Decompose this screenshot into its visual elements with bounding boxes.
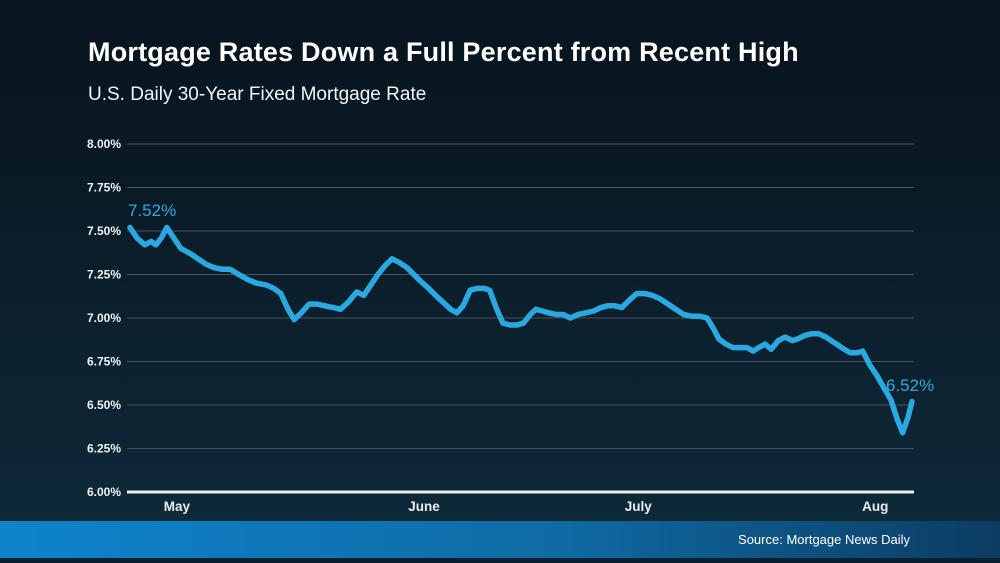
y-tick-label: 7.25% [87,268,121,282]
y-tick-label: 6.00% [87,485,121,499]
x-tick-label: July [625,499,653,514]
y-tick-label: 7.00% [87,311,121,325]
footer-bar: Source: Mortgage News Daily [0,521,1000,558]
chart-subtitle: U.S. Daily 30-Year Fixed Mortgage Rate [88,84,427,105]
x-tick-label: Aug [862,499,888,514]
page-title: Mortgage Rates Down a Full Percent from … [88,37,799,67]
rate-line-series [127,224,915,436]
x-tick-label: June [408,499,440,514]
high-rate-callout: 7.52% [128,201,177,220]
y-tick-label: 6.25% [87,442,121,456]
y-tick-label: 7.75% [87,181,121,195]
y-tick-label: 6.50% [87,398,121,412]
source-credit: Source: Mortgage News Daily [738,532,910,547]
bottom-strip [0,558,1000,563]
y-tick-label: 7.50% [87,224,121,238]
y-tick-label: 6.75% [87,355,121,369]
y-tick-label: 8.00% [87,137,121,151]
x-tick-label: May [164,499,191,514]
low-rate-callout: 6.52% [886,376,935,395]
